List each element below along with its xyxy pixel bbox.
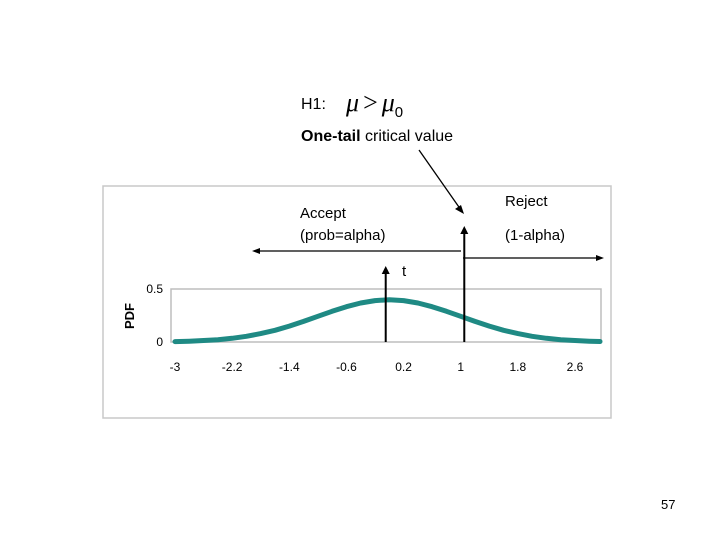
pdf-curve — [172, 297, 603, 345]
x-tick-label: -2.2 — [222, 360, 243, 374]
reject-label-line1: Reject — [505, 193, 548, 210]
pointer-line — [418, 149, 462, 211]
y-tick-label: 0 — [156, 335, 163, 349]
mu-zero-symbol: μ — [381, 88, 395, 117]
t-label: t — [402, 263, 407, 280]
pointer-arrow-head — [455, 205, 464, 214]
x-tick-label: -3 — [170, 360, 181, 374]
page-number: 57 — [661, 497, 676, 512]
accept-label-line2: (prob=alpha) — [300, 227, 385, 244]
reject-label-line2: (1-alpha) — [505, 227, 565, 244]
x-tick-label: 2.6 — [567, 360, 584, 374]
critical-arrow-head — [460, 226, 469, 234]
x-tick-label: -1.4 — [279, 360, 300, 374]
reject-arrow-head — [596, 255, 604, 261]
t-arrow-head — [381, 266, 390, 274]
subtitle: One-tail critical value — [301, 128, 453, 146]
y-axis-label: PDF — [122, 303, 137, 329]
mu-symbol: μ — [346, 88, 360, 117]
accept-arrow-head — [252, 248, 260, 254]
subtitle-bold: One-tail — [301, 128, 361, 145]
subtitle-rest: critical value — [360, 128, 454, 145]
y-tick-label: 0.5 — [146, 282, 163, 296]
x-tick-label: -0.6 — [336, 360, 357, 374]
accept-label-line1: Accept — [300, 205, 347, 222]
x-tick-label: 0.2 — [395, 360, 412, 374]
mu-zero-subscript: 0 — [394, 104, 404, 122]
x-tick-label: 1 — [457, 360, 464, 374]
y-axis-ticks: 00.5 — [146, 282, 163, 349]
x-tick-label: 1.8 — [510, 360, 527, 374]
x-axis-ticks: -3 -2.2 -1.4 -0.6 0.2 1 1.8 2.6 — [170, 360, 584, 374]
greater-than-symbol: > — [363, 88, 378, 117]
hypothesis-formula: μ > μ0 — [346, 88, 403, 121]
hypothesis-label: H1: — [301, 96, 326, 113]
